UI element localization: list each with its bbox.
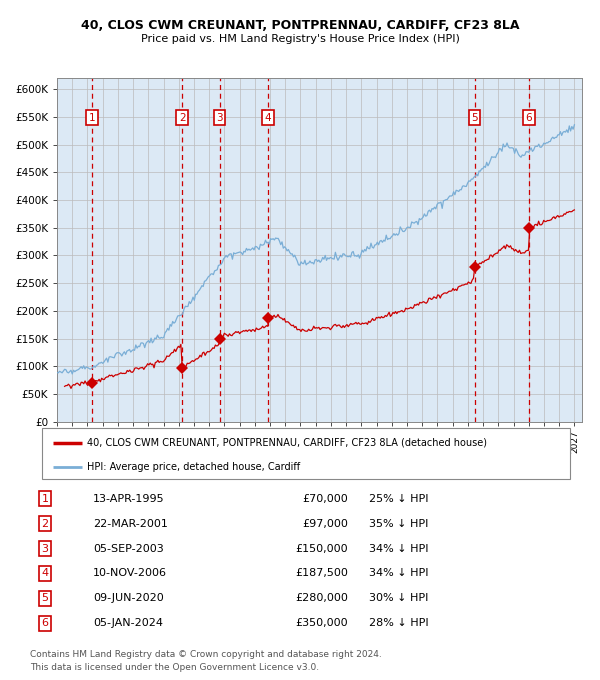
Text: 6: 6	[526, 113, 532, 122]
Text: 34% ↓ HPI: 34% ↓ HPI	[369, 568, 428, 579]
Text: 5: 5	[41, 594, 49, 603]
Text: 34% ↓ HPI: 34% ↓ HPI	[369, 543, 428, 554]
Text: 10-NOV-2006: 10-NOV-2006	[93, 568, 167, 579]
Text: 35% ↓ HPI: 35% ↓ HPI	[369, 519, 428, 528]
Text: 09-JUN-2020: 09-JUN-2020	[93, 594, 164, 603]
Text: £97,000: £97,000	[302, 519, 348, 528]
Text: £187,500: £187,500	[295, 568, 348, 579]
Text: 2: 2	[41, 519, 49, 528]
Text: £280,000: £280,000	[295, 594, 348, 603]
Text: £70,000: £70,000	[302, 494, 348, 504]
Text: £350,000: £350,000	[295, 618, 348, 628]
Text: 3: 3	[216, 113, 223, 122]
Text: This data is licensed under the Open Government Licence v3.0.: This data is licensed under the Open Gov…	[30, 663, 319, 673]
Text: 2: 2	[179, 113, 185, 122]
Text: 05-JAN-2024: 05-JAN-2024	[93, 618, 163, 628]
Text: 30% ↓ HPI: 30% ↓ HPI	[369, 594, 428, 603]
Text: 4: 4	[265, 113, 271, 122]
Text: Contains HM Land Registry data © Crown copyright and database right 2024.: Contains HM Land Registry data © Crown c…	[30, 649, 382, 659]
Text: 40, CLOS CWM CREUNANT, PONTPRENNAU, CARDIFF, CF23 8LA: 40, CLOS CWM CREUNANT, PONTPRENNAU, CARD…	[81, 19, 519, 33]
Text: HPI: Average price, detached house, Cardiff: HPI: Average price, detached house, Card…	[87, 462, 300, 472]
FancyBboxPatch shape	[42, 428, 570, 479]
Text: 1: 1	[41, 494, 49, 504]
Text: 13-APR-1995: 13-APR-1995	[93, 494, 164, 504]
Text: 25% ↓ HPI: 25% ↓ HPI	[369, 494, 428, 504]
Text: 28% ↓ HPI: 28% ↓ HPI	[369, 618, 428, 628]
Text: 05-SEP-2003: 05-SEP-2003	[93, 543, 164, 554]
Text: 22-MAR-2001: 22-MAR-2001	[93, 519, 168, 528]
Text: Price paid vs. HM Land Registry's House Price Index (HPI): Price paid vs. HM Land Registry's House …	[140, 35, 460, 44]
Text: 5: 5	[471, 113, 478, 122]
Text: £150,000: £150,000	[295, 543, 348, 554]
Text: 6: 6	[41, 618, 49, 628]
Text: 1: 1	[88, 113, 95, 122]
Text: 3: 3	[41, 543, 49, 554]
Text: 40, CLOS CWM CREUNANT, PONTPRENNAU, CARDIFF, CF23 8LA (detached house): 40, CLOS CWM CREUNANT, PONTPRENNAU, CARD…	[87, 438, 487, 447]
Text: 4: 4	[41, 568, 49, 579]
